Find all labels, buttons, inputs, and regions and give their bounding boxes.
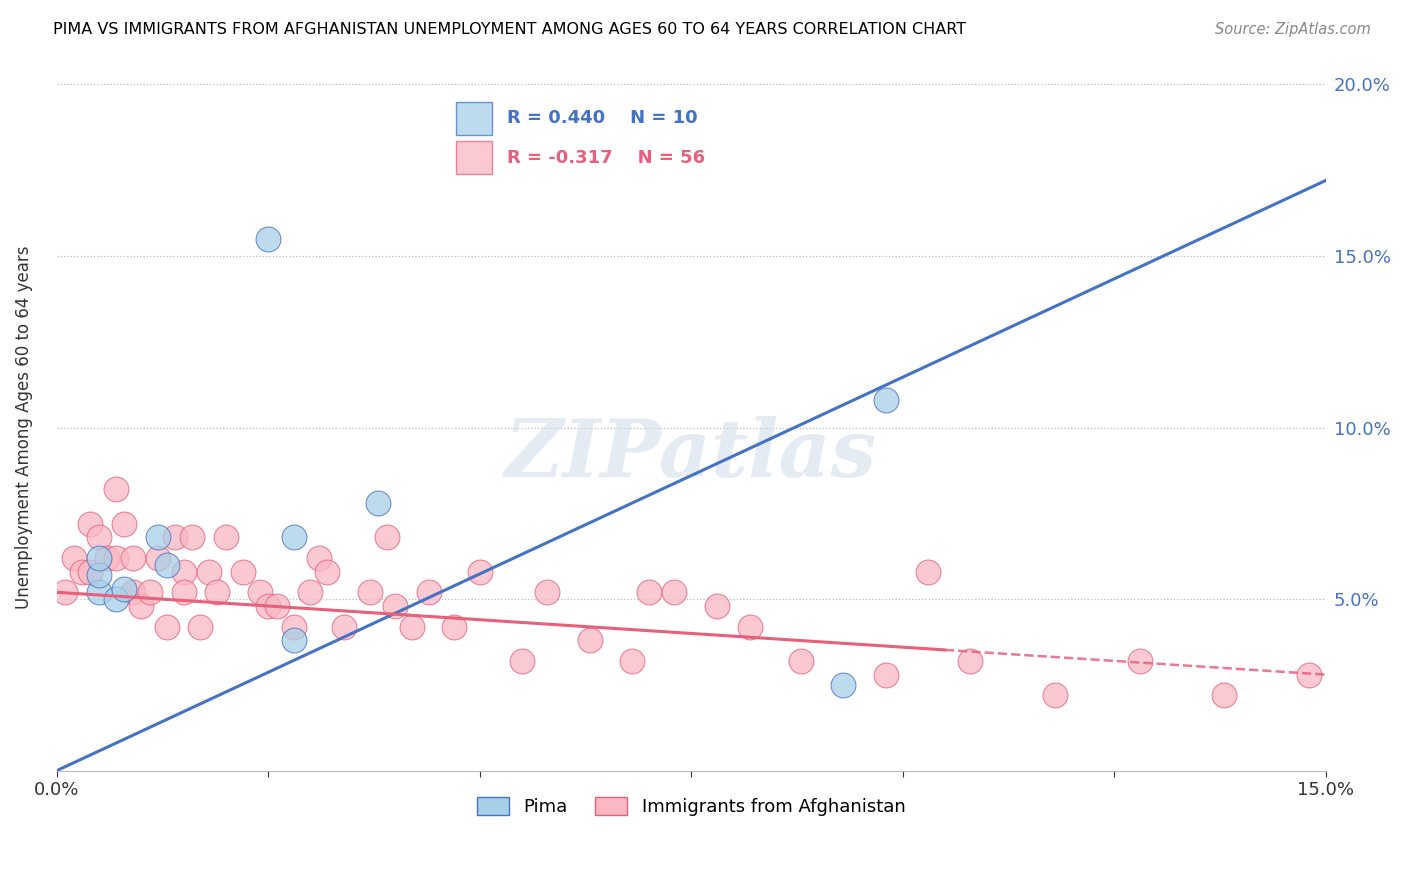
Text: PIMA VS IMMIGRANTS FROM AFGHANISTAN UNEMPLOYMENT AMONG AGES 60 TO 64 YEARS CORRE: PIMA VS IMMIGRANTS FROM AFGHANISTAN UNEM…: [53, 22, 966, 37]
Point: [664, 585, 686, 599]
Legend: Pima, Immigrants from Afghanistan: Pima, Immigrants from Afghanistan: [470, 789, 912, 823]
Point: [536, 585, 558, 599]
Point: [79, 565, 101, 579]
FancyBboxPatch shape: [457, 142, 492, 174]
Point: [257, 232, 280, 246]
Point: [181, 530, 204, 544]
Point: [832, 678, 855, 692]
Point: [87, 551, 110, 566]
Point: [283, 619, 305, 633]
Point: [443, 619, 465, 633]
Point: [308, 551, 330, 566]
Point: [468, 565, 491, 579]
Point: [104, 483, 127, 497]
Point: [333, 619, 356, 633]
Point: [155, 619, 177, 633]
Point: [375, 530, 398, 544]
Point: [104, 551, 127, 566]
FancyBboxPatch shape: [457, 102, 492, 135]
Text: R = 0.440    N = 10: R = 0.440 N = 10: [508, 109, 697, 127]
Point: [146, 551, 169, 566]
Point: [165, 530, 187, 544]
Point: [875, 393, 897, 408]
Point: [740, 619, 762, 633]
Point: [173, 565, 195, 579]
Point: [790, 654, 813, 668]
Point: [401, 619, 423, 633]
Point: [384, 599, 406, 613]
Point: [283, 633, 305, 648]
Point: [1213, 688, 1236, 702]
Point: [104, 592, 127, 607]
Point: [79, 516, 101, 531]
Point: [959, 654, 981, 668]
Point: [232, 565, 254, 579]
Point: [53, 585, 76, 599]
Point: [283, 530, 305, 544]
Point: [87, 585, 110, 599]
Point: [190, 619, 212, 633]
Point: [155, 558, 177, 572]
Point: [1298, 667, 1320, 681]
Point: [215, 530, 238, 544]
Point: [121, 585, 143, 599]
Text: ZIPatlas: ZIPatlas: [505, 417, 877, 494]
Point: [266, 599, 288, 613]
Point: [146, 530, 169, 544]
Point: [249, 585, 271, 599]
Point: [207, 585, 229, 599]
Point: [138, 585, 160, 599]
Point: [198, 565, 221, 579]
Point: [70, 565, 93, 579]
Point: [257, 599, 280, 613]
Point: [112, 516, 135, 531]
Point: [917, 565, 939, 579]
Point: [87, 530, 110, 544]
Point: [620, 654, 643, 668]
Point: [173, 585, 195, 599]
Point: [1043, 688, 1066, 702]
Point: [359, 585, 381, 599]
Point: [96, 551, 118, 566]
Text: R = -0.317    N = 56: R = -0.317 N = 56: [508, 149, 706, 167]
Point: [578, 633, 600, 648]
Point: [87, 568, 110, 582]
Point: [875, 667, 897, 681]
Point: [316, 565, 339, 579]
Point: [1128, 654, 1150, 668]
Point: [121, 551, 143, 566]
Point: [367, 496, 389, 510]
Point: [418, 585, 440, 599]
Point: [112, 582, 135, 596]
Point: [510, 654, 533, 668]
Point: [299, 585, 322, 599]
Text: Source: ZipAtlas.com: Source: ZipAtlas.com: [1215, 22, 1371, 37]
Point: [637, 585, 659, 599]
Point: [129, 599, 152, 613]
Point: [706, 599, 728, 613]
Y-axis label: Unemployment Among Ages 60 to 64 years: Unemployment Among Ages 60 to 64 years: [15, 246, 32, 609]
Point: [62, 551, 84, 566]
